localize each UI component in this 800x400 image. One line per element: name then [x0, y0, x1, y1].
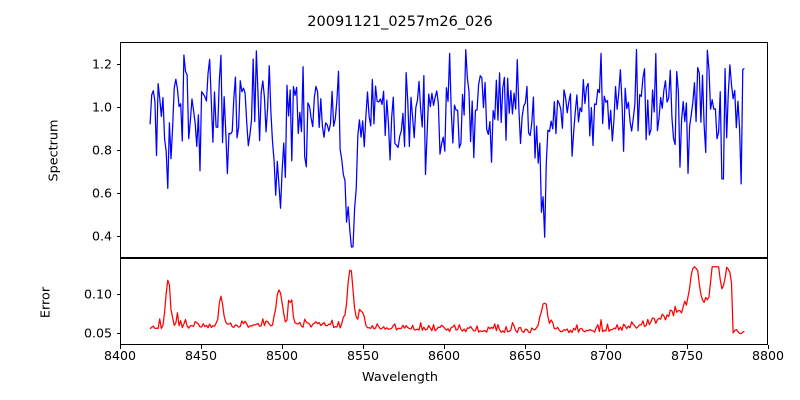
- y-tick-label-error: 0.05: [83, 325, 112, 341]
- y-tick-mark-error: [116, 293, 120, 295]
- x-tick-label: 8650: [508, 348, 542, 363]
- error-plot-area: [121, 259, 767, 344]
- error-axis-label: Error: [38, 286, 54, 319]
- y-tick-label-spectrum: 0.8: [91, 142, 112, 158]
- x-tick-mark: [282, 345, 283, 349]
- y-tick-label-spectrum: 1.2: [91, 56, 112, 72]
- x-tick-mark: [525, 345, 526, 349]
- x-tick-mark: [606, 345, 607, 349]
- x-tick-label: 8450: [184, 348, 218, 363]
- x-tick-mark: [687, 345, 688, 349]
- y-tick-mark-error: [116, 333, 120, 335]
- y-tick-mark-spectrum: [116, 106, 120, 108]
- spectrum-plot-area: [121, 43, 767, 257]
- y-tick-label-spectrum: 0.4: [91, 228, 112, 244]
- figure-title: 20091121_0257m26_026: [307, 14, 493, 30]
- x-tick-mark: [444, 345, 445, 349]
- x-tick-label: 8550: [346, 348, 380, 363]
- x-tick-mark: [768, 345, 769, 349]
- x-tick-label: 8700: [589, 348, 623, 363]
- error-line: [150, 267, 744, 334]
- x-tick-mark: [363, 345, 364, 349]
- y-tick-mark-spectrum: [116, 193, 120, 195]
- y-tick-label-error: 0.10: [83, 286, 112, 302]
- spectrum-line: [150, 50, 744, 247]
- y-tick-label-spectrum: 1.0: [91, 99, 112, 115]
- x-tick-mark: [201, 345, 202, 349]
- x-tick-label: 8400: [103, 348, 137, 363]
- x-tick-mark: [120, 345, 121, 349]
- x-tick-label: 8800: [751, 348, 785, 363]
- y-tick-label-spectrum: 0.6: [91, 185, 112, 201]
- y-tick-mark-spectrum: [116, 150, 120, 151]
- y-tick-mark-spectrum: [116, 236, 120, 238]
- x-axis-label: Wavelength: [362, 370, 438, 385]
- x-tick-label: 8500: [265, 348, 299, 363]
- spectrum-panel: [120, 42, 768, 258]
- error-panel: [120, 258, 768, 345]
- y-tick-mark-spectrum: [116, 63, 120, 65]
- x-tick-label: 8600: [427, 348, 461, 363]
- x-tick-label: 8750: [670, 348, 704, 363]
